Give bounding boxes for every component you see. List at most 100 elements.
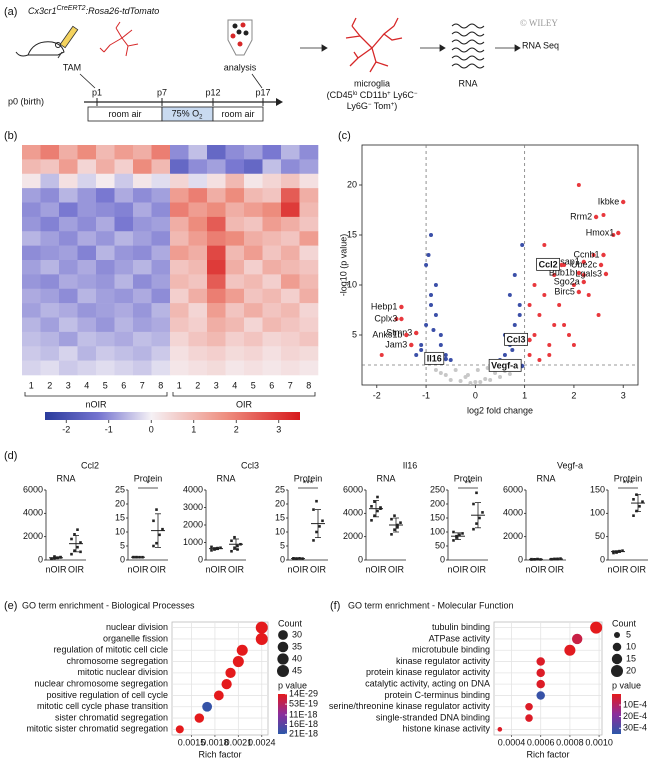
bubble: [255, 632, 268, 645]
heatmap-cell: [262, 331, 282, 347]
point: [601, 213, 606, 217]
heatmap-cell: [170, 303, 189, 318]
heatmap-cell: [77, 245, 97, 261]
heatmap-cell: [262, 202, 282, 218]
heatmap-cell: [207, 317, 226, 333]
heatmap-cell: [40, 288, 60, 304]
heatmap-cell: [114, 245, 134, 261]
tube-icon: [227, 19, 253, 56]
point: [586, 293, 591, 297]
heatmap-cell: [59, 346, 78, 361]
point: [438, 333, 443, 337]
heatmap-cell: [114, 188, 134, 203]
plot-frame: [171, 621, 269, 736]
heatmap-cell: [262, 260, 282, 275]
x-tick-label: 0.0018: [201, 737, 229, 747]
heatmap-cell: [188, 360, 208, 376]
annotation-box: [488, 358, 522, 372]
point: [591, 253, 596, 257]
data-point: [632, 498, 635, 501]
bubble: [536, 691, 545, 700]
heatmap-cell: [262, 274, 282, 290]
data-point: [312, 539, 315, 542]
heatmap-cell: [114, 288, 134, 304]
heatmap-cell: [59, 159, 78, 175]
data-point: [216, 546, 219, 550]
heatmap-cell: [281, 360, 300, 376]
heatmap-cell: [133, 288, 152, 304]
annotated-point: [603, 271, 609, 277]
heatmap-cell: [40, 159, 60, 175]
data-point: [373, 500, 376, 503]
x-tick-label: nOIR: [607, 564, 629, 574]
heatmap-cell: [188, 245, 208, 261]
heatmap-cell: [299, 346, 319, 361]
heatmap-cell: [188, 159, 208, 175]
point: [507, 372, 512, 376]
heatmap-cell: [188, 303, 208, 318]
heatmap-cell: [96, 145, 115, 160]
heatmap-cell: [281, 159, 300, 175]
heatmap-cell: [262, 173, 282, 189]
heatmap-cell: [59, 202, 78, 218]
heatmap-cell: [207, 288, 226, 304]
marker-sup: +: [387, 91, 391, 97]
y-tick-label: 10: [347, 279, 357, 289]
heatmap-cell: [40, 188, 60, 203]
heatmap-cell: [262, 145, 282, 160]
heatmap-cell: [22, 231, 41, 246]
heatmap-cell: [188, 260, 208, 275]
legend-title: Count: [612, 618, 637, 628]
bubble: [232, 656, 244, 668]
point: [547, 353, 552, 357]
plot-frame: [493, 621, 603, 736]
colorbar: [45, 412, 300, 420]
x-tick-label: OIR: [388, 564, 405, 574]
category-label: mitotic cell cycle phase transition: [37, 701, 168, 711]
y-tick-label: 0: [600, 554, 605, 564]
point: [433, 368, 438, 372]
point: [552, 323, 557, 327]
heatmap-cell: [133, 331, 152, 347]
heatmap-cell: [77, 202, 97, 218]
point: [433, 283, 438, 287]
heatmap-cell: [77, 360, 97, 376]
point: [443, 373, 448, 377]
heatmap-cell: [96, 202, 115, 218]
y-tick-label: 4000: [23, 508, 43, 518]
point: [557, 303, 562, 307]
tam-arrow: [79, 73, 96, 89]
heatmap-cell: [299, 317, 319, 333]
marker: ): [394, 101, 397, 111]
x-tick-label: nOIR: [127, 564, 149, 574]
heatmap-cell: [225, 216, 245, 232]
y-tick-label: 20: [115, 498, 125, 508]
y-tick-label: 0: [518, 554, 523, 564]
legend-label: 30: [292, 629, 302, 639]
bubble: [194, 713, 205, 723]
panel-subtitle: Protein: [614, 473, 643, 483]
bubble: [525, 702, 533, 711]
y-tick-label: 20: [275, 498, 285, 508]
strain-rest: :Rosa26-tdTomato: [86, 6, 160, 16]
point: [581, 273, 586, 277]
point: [596, 313, 601, 317]
marker-sup: −: [368, 102, 372, 108]
column-label: 5: [103, 380, 108, 390]
heatmap-cell: [225, 360, 245, 376]
data-point: [396, 526, 399, 529]
point: [493, 371, 498, 375]
category-label: microtubule binding: [412, 645, 490, 655]
heatmap-cell: [244, 159, 263, 175]
annotation: Hebp1: [371, 301, 398, 311]
y-tick-label: 150: [430, 512, 445, 522]
data-point: [210, 545, 213, 549]
heatmap-cell: [77, 159, 97, 175]
annotated-point: [601, 252, 606, 258]
marker-sup: +: [391, 102, 395, 108]
heatmap-cell: [225, 317, 245, 333]
heatmap-cell: [96, 188, 115, 203]
data-point: [161, 527, 164, 531]
data-point: [638, 505, 641, 508]
